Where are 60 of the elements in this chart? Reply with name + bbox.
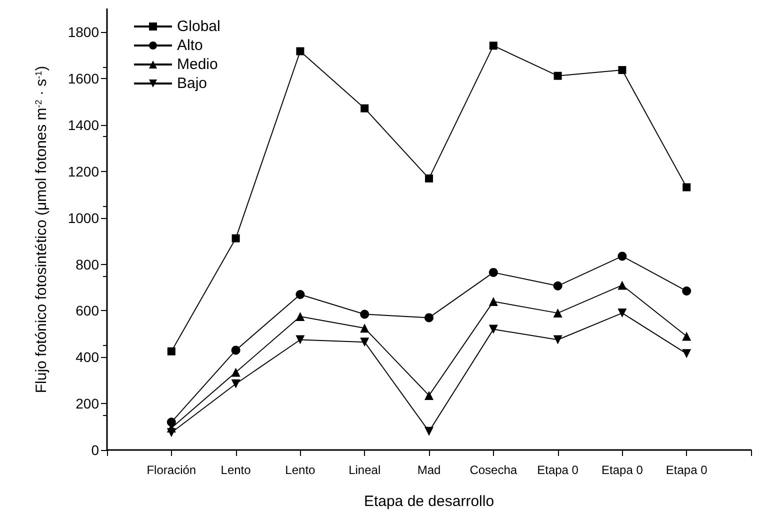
y-tick-label: 1600 bbox=[68, 70, 100, 87]
point bbox=[618, 252, 627, 261]
x-tick-label: Mad bbox=[417, 463, 441, 477]
x-tick-label: Lento bbox=[220, 463, 252, 477]
point bbox=[360, 104, 369, 112]
point bbox=[296, 335, 305, 344]
point bbox=[360, 338, 370, 347]
point bbox=[618, 280, 627, 290]
legend-label: Bajo bbox=[177, 75, 208, 92]
y-tick-label: 0 bbox=[91, 442, 100, 458]
y-tick-label: 800 bbox=[76, 256, 100, 272]
y-tick-label: 400 bbox=[76, 349, 100, 366]
point bbox=[554, 72, 562, 80]
point bbox=[618, 308, 627, 318]
y-tick-label: 600 bbox=[76, 302, 100, 319]
point bbox=[682, 183, 691, 192]
legend-label: Alto bbox=[177, 37, 203, 54]
point bbox=[231, 368, 240, 377]
point bbox=[682, 286, 692, 296]
x-tick-label: Floración bbox=[146, 463, 196, 477]
y-tick-label: 200 bbox=[76, 396, 100, 412]
legend-label: Global bbox=[177, 18, 220, 35]
x-tick-label: Etapa 0 bbox=[666, 463, 708, 477]
point bbox=[553, 308, 562, 318]
point bbox=[682, 332, 692, 341]
point bbox=[166, 418, 176, 427]
y-axis-title: Flujo fotónico fotosintético (μmol fotones m-2 · s-1) bbox=[33, 66, 50, 394]
y-tick-label: 1800 bbox=[68, 24, 100, 40]
point bbox=[166, 428, 176, 438]
point bbox=[488, 268, 498, 277]
point bbox=[489, 42, 498, 50]
x-axis-title: Etapa de desarrollo bbox=[364, 493, 494, 510]
point bbox=[296, 312, 305, 322]
point bbox=[553, 335, 562, 344]
point bbox=[488, 296, 498, 306]
y-tick-label: 1200 bbox=[68, 163, 100, 180]
x-tick-label: Lineal bbox=[348, 463, 381, 477]
point bbox=[425, 174, 433, 182]
point bbox=[553, 281, 562, 290]
point bbox=[424, 426, 434, 436]
y-tick-label: 1400 bbox=[68, 117, 100, 134]
y-tick-label: 1000 bbox=[68, 210, 100, 226]
point bbox=[618, 66, 626, 74]
point bbox=[296, 47, 304, 56]
x-tick-label: Etapa 0 bbox=[537, 463, 579, 477]
point bbox=[424, 313, 434, 322]
point bbox=[231, 346, 240, 355]
x-tick-label: Etapa 0 bbox=[602, 463, 644, 477]
point bbox=[360, 310, 370, 319]
point bbox=[167, 347, 176, 356]
point bbox=[360, 324, 370, 333]
point bbox=[682, 349, 692, 358]
x-tick-label: Lento bbox=[285, 463, 316, 477]
point bbox=[424, 390, 434, 400]
x-tick-label: Cosecha bbox=[470, 463, 518, 477]
point bbox=[231, 379, 240, 388]
point bbox=[296, 290, 305, 299]
point bbox=[232, 234, 240, 242]
legend-label: Medio bbox=[177, 56, 218, 73]
point bbox=[488, 324, 498, 334]
